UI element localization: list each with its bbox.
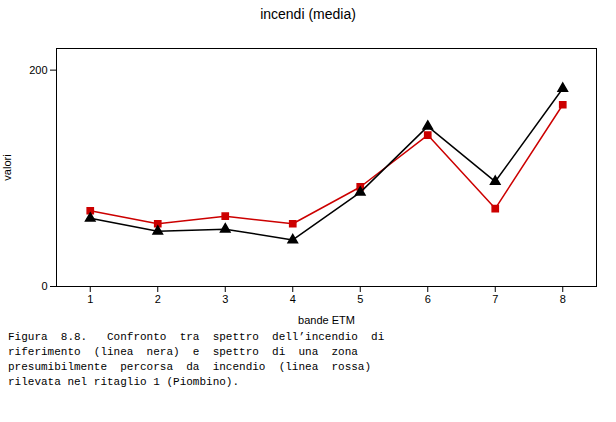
html-text:Figura 8.8. Confronto tra spet: Figura 8.8. Confronto tra spettro dell’i… [8,331,385,388]
html-text:incendi (media): incendi (media) [260,6,356,22]
svg-text:4: 4 [290,293,296,305]
svg-text:2: 2 [155,293,161,305]
svg-text:5: 5 [357,293,363,305]
svg-text:valori: valori [1,154,13,180]
svg-text:0: 0 [41,280,47,292]
svg-text:7: 7 [492,293,498,305]
svg-text:3: 3 [222,293,228,305]
svg-text:6: 6 [425,293,431,305]
svg-text:200: 200 [29,64,47,76]
svg-text:8: 8 [560,293,566,305]
svg-text:bande ETM: bande ETM [298,314,355,326]
svg-text:1: 1 [87,293,93,305]
